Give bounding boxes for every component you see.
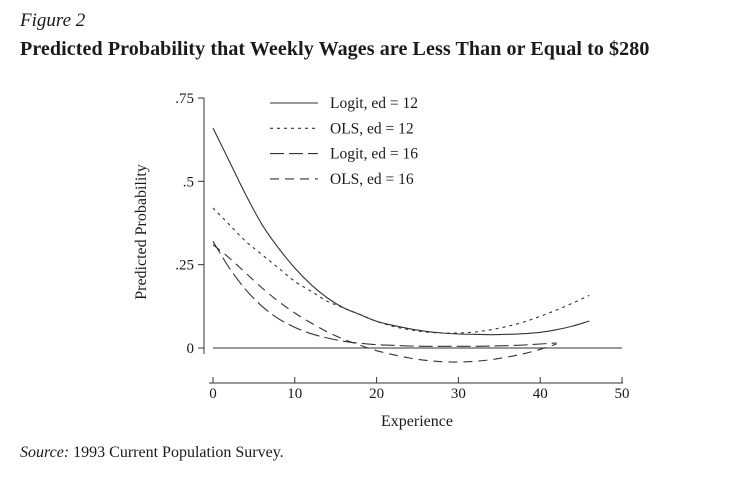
figure-label: Figure 2 <box>20 10 86 31</box>
legend-label-4: OLS, ed = 16 <box>330 171 414 188</box>
series-line-4 <box>212 244 557 363</box>
x-axis-title: Experience <box>381 413 453 430</box>
legend-label-2: OLS, ed = 12 <box>330 120 414 137</box>
y-axis-title: Predicted Probability <box>133 164 150 300</box>
x-tick-label-2: 20 <box>369 386 384 402</box>
figure-title: Predicted Probability that Weekly Wages … <box>20 38 650 60</box>
x-tick-label-3: 30 <box>451 386 466 402</box>
y-tick-label-0: 0 <box>187 341 195 357</box>
x-tick-label-4: 40 <box>533 386 548 402</box>
series-layer <box>212 127 590 363</box>
legend-label-3: Logit, ed = 16 <box>330 146 418 163</box>
series-line-1 <box>212 127 590 336</box>
y-tick-label-1: .25 <box>175 258 194 274</box>
y-tick-label-3: .75 <box>175 91 194 107</box>
x-tick-label-1: 10 <box>287 386 302 402</box>
legend: Logit, ed = 12 OLS, ed = 12 Logit, ed = 16… <box>270 95 418 188</box>
source-label: Source: <box>20 444 70 461</box>
axes: 0 .25 .5 .75 0 10 20 30 40 50 <box>175 91 629 402</box>
series-line-2 <box>212 207 590 334</box>
source-text: 1993 Current Population Survey. <box>69 444 284 461</box>
legend-label-1: Logit, ed = 12 <box>330 95 418 112</box>
chart: 0 .25 .5 .75 0 10 20 30 40 50 Logit, ed = 12 OLS, … <box>133 91 630 430</box>
series-line-3 <box>212 241 557 347</box>
x-tick-label-0: 0 <box>209 386 217 402</box>
x-tick-label-5: 50 <box>615 386 630 402</box>
source-note: Source: 1993 Current Population Survey. <box>20 444 284 462</box>
y-tick-label-2: .5 <box>183 174 194 190</box>
